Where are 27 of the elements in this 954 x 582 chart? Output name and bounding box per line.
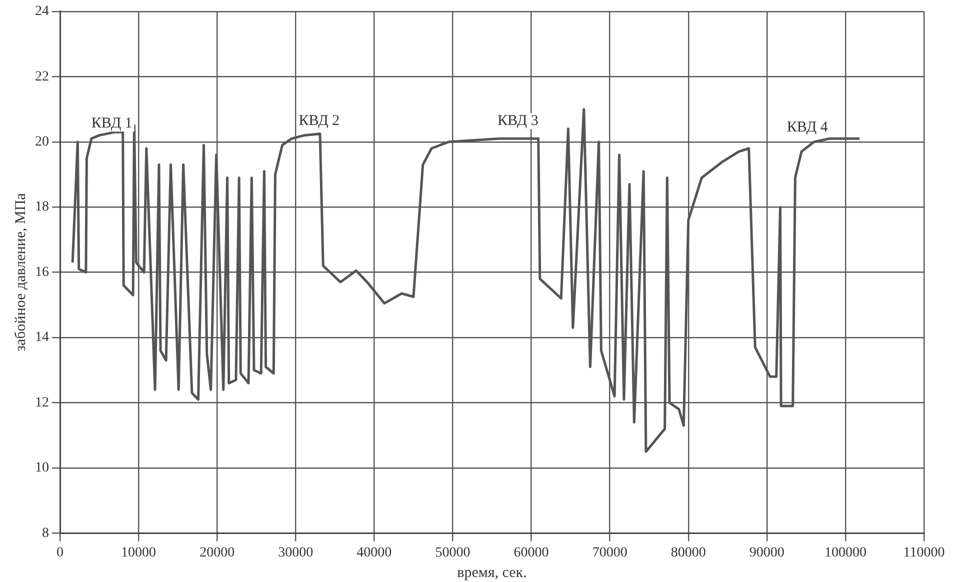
y-tick-label: 24: [35, 4, 49, 20]
y-tick-label: 8: [42, 526, 49, 541]
y-tick-label: 12: [35, 395, 49, 410]
x-tick-label: 90000: [749, 545, 784, 560]
y-tick-label: 14: [35, 330, 49, 346]
annotation: КВД 2: [298, 112, 340, 129]
annotation: КВД 1: [91, 116, 132, 132]
y-tick-label: 20: [35, 134, 49, 150]
x-tick-label: 10000: [121, 545, 156, 560]
y-tick-label: 22: [35, 69, 49, 84]
x-tick-label: 100000: [824, 545, 866, 560]
x-tick-label: 60000: [514, 545, 549, 560]
annotation: КВД 3: [497, 112, 538, 129]
x-tick-label: 110000: [903, 545, 945, 560]
x-tick-label: 70000: [592, 545, 628, 560]
x-tick-label: 30000: [278, 545, 314, 560]
x-tick-label: 80000: [670, 545, 706, 560]
y-axis-title: забойное давление, МПа: [12, 192, 29, 352]
x-tick-label: 50000: [435, 545, 470, 560]
x-tick-label: 20000: [200, 545, 235, 560]
y-tick-label: 10: [35, 460, 49, 476]
x-axis-title: время, сек.: [457, 564, 527, 581]
y-tick-label: 16: [35, 264, 49, 280]
y-tick-label: 18: [35, 200, 49, 215]
annotation: КВД 4: [786, 120, 828, 136]
x-tick-label: 40000: [356, 545, 392, 560]
x-tick-label: 0: [56, 545, 64, 560]
